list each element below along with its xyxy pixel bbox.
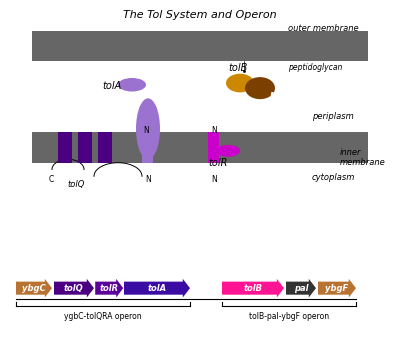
Polygon shape — [222, 279, 284, 298]
Text: tolB: tolB — [244, 284, 262, 293]
Text: tolQ: tolQ — [64, 284, 84, 293]
Ellipse shape — [216, 145, 240, 157]
Ellipse shape — [245, 77, 275, 99]
Text: ygbC-tolQRA operon: ygbC-tolQRA operon — [64, 312, 142, 321]
Text: tolR: tolR — [208, 158, 228, 168]
Text: tolQ: tolQ — [67, 180, 85, 189]
Polygon shape — [54, 279, 94, 298]
Text: tolA: tolA — [148, 284, 166, 293]
Text: outer membrane: outer membrane — [288, 24, 359, 33]
Text: ybgF: ybgF — [325, 284, 349, 293]
Text: inner
membrane: inner membrane — [340, 148, 386, 167]
Text: The Tol System and Operon: The Tol System and Operon — [123, 10, 277, 20]
Text: pal: pal — [270, 90, 286, 100]
Bar — [78, 132, 92, 163]
Text: N: N — [211, 126, 217, 135]
Ellipse shape — [226, 74, 254, 92]
Text: ybgC: ybgC — [22, 284, 46, 293]
Bar — [58, 132, 72, 163]
Bar — [98, 132, 112, 163]
Bar — [142, 132, 153, 163]
Text: tolB: tolB — [228, 63, 248, 73]
Text: pal: pal — [294, 284, 308, 293]
Polygon shape — [16, 279, 52, 298]
Text: N: N — [211, 175, 217, 184]
Polygon shape — [95, 279, 123, 298]
Text: peptidoglycan: peptidoglycan — [288, 63, 342, 72]
Text: C: C — [48, 175, 54, 184]
Polygon shape — [318, 279, 356, 298]
Text: periplasm: periplasm — [312, 113, 354, 121]
Text: tolA: tolA — [102, 81, 122, 92]
Text: tolB-pal-ybgF operon: tolB-pal-ybgF operon — [249, 312, 329, 321]
Ellipse shape — [136, 98, 160, 159]
Bar — [32, 31, 368, 61]
Bar — [208, 132, 219, 163]
Polygon shape — [286, 279, 316, 298]
Text: N: N — [143, 126, 149, 135]
Text: cytoplasm: cytoplasm — [312, 174, 355, 182]
Ellipse shape — [118, 78, 146, 92]
Polygon shape — [124, 279, 190, 298]
Text: N: N — [145, 175, 151, 184]
Text: tolR: tolR — [100, 284, 119, 293]
Bar — [32, 132, 368, 163]
